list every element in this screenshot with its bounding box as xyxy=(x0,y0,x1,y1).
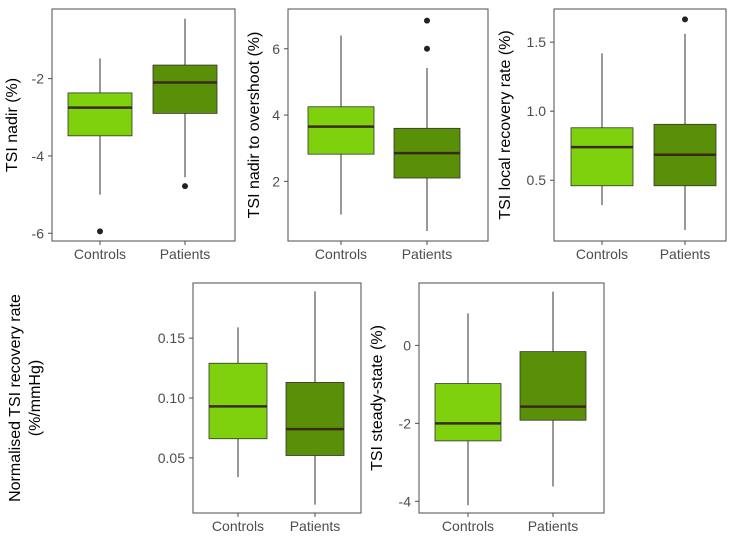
y-tick-label: -2 xyxy=(399,415,412,431)
outlier-point xyxy=(424,17,430,24)
y-tick-label: 2 xyxy=(272,173,280,189)
y-axis-title-line: Normalised TSI recovery rate xyxy=(7,294,24,502)
box-patients xyxy=(152,18,218,190)
box-controls xyxy=(307,35,375,215)
y-tick-label: 1.0 xyxy=(527,103,547,119)
x-tick-label: Controls xyxy=(74,246,126,262)
y-axis-title: TSI local recovery rate (%) xyxy=(497,30,514,219)
y-tick-label: 0.5 xyxy=(527,172,547,188)
x-tick-label: Patients xyxy=(528,518,579,534)
box-patients xyxy=(653,16,717,230)
panel-3: 0.5 1.0 1.5 Controls Patients TSI local recov… xyxy=(497,8,727,262)
y-axis-title-line: (%/mmHg) xyxy=(27,360,44,436)
box-patients xyxy=(519,291,587,487)
y-axis-title-line: TSI local recovery rate (%) xyxy=(497,30,514,219)
box-patients xyxy=(393,17,461,232)
panel-frame xyxy=(287,8,489,242)
y-axis-title: Normalised TSI recovery rate (%/mmHg) xyxy=(7,294,44,502)
y-tick-label: 0.05 xyxy=(158,450,185,466)
y-tick-label: 0.15 xyxy=(158,330,185,346)
box-controls xyxy=(570,53,634,206)
panel-1: -6 -4 -2 Controls Patients TSI nadir (%) xyxy=(4,8,236,262)
outlier-point xyxy=(424,45,430,52)
y-tick-label: -2 xyxy=(32,71,45,87)
panel-2: 2 4 6 Controls Patients TSI nadir to overshoo… xyxy=(246,8,489,262)
y-tick-label: -6 xyxy=(32,225,45,241)
outlier-point xyxy=(182,183,188,190)
panel-5: -4 -2 0 Controls Patients TSI steady-state (%… xyxy=(369,282,605,534)
x-tick-label: Patients xyxy=(290,518,341,534)
x-tick-label: Controls xyxy=(315,246,367,262)
y-axis-title: TSI nadir to overshoot (%) xyxy=(246,32,263,219)
y-tick-label: 0 xyxy=(403,337,411,353)
iqr-box xyxy=(67,92,133,137)
x-tick-label: Controls xyxy=(212,518,264,534)
iqr-box xyxy=(285,382,345,456)
x-tick-label: Controls xyxy=(442,518,494,534)
iqr-box xyxy=(434,383,502,442)
x-tick-label: Patients xyxy=(402,246,453,262)
y-tick-label: 6 xyxy=(272,41,280,57)
y-axis-title: TSI nadir (%) xyxy=(4,78,21,172)
x-tick-label: Controls xyxy=(576,246,628,262)
box-controls xyxy=(434,313,502,506)
box-patients xyxy=(285,291,345,505)
y-tick-label: -4 xyxy=(32,148,45,164)
y-axis-title: TSI steady-state (%) xyxy=(369,325,386,471)
iqr-box xyxy=(208,362,268,440)
iqr-box xyxy=(307,106,375,155)
y-axis-title-line: TSI nadir (%) xyxy=(4,78,21,172)
y-tick-label: 1.5 xyxy=(527,34,547,50)
iqr-box xyxy=(570,127,634,187)
y-axis-title-line: TSI nadir to overshoot (%) xyxy=(246,32,263,219)
box-controls xyxy=(67,58,133,235)
y-axis-title-line: TSI steady-state (%) xyxy=(369,325,386,471)
iqr-box xyxy=(519,351,587,421)
outlier-point xyxy=(682,16,688,23)
iqr-box xyxy=(152,64,218,114)
panel-4: 0.05 0.10 0.15 Controls Patients Normalised T… xyxy=(7,282,362,534)
x-tick-label: Patients xyxy=(660,246,711,262)
outlier-point xyxy=(97,228,103,235)
y-tick-label: 4 xyxy=(272,107,280,123)
x-tick-label: Patients xyxy=(160,246,211,262)
box-controls xyxy=(208,327,268,478)
y-tick-label: -4 xyxy=(399,493,412,509)
y-tick-label: 0.10 xyxy=(158,390,185,406)
